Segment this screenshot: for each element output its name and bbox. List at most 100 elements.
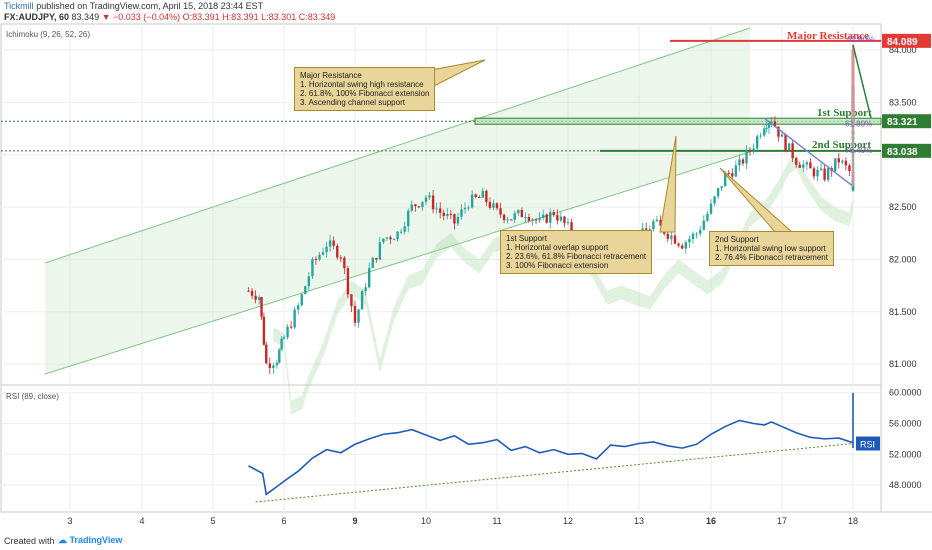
candle-body — [767, 123, 771, 128]
candle-body — [688, 239, 691, 243]
price-tag-box — [882, 143, 931, 158]
tradingview-logo[interactable]: ☁ TradingView — [58, 535, 122, 546]
ichimoku-label: Ichimoku (9, 26, 52, 26) — [6, 30, 90, 39]
candle-body — [403, 226, 406, 232]
candle-body — [378, 242, 382, 260]
candle-body — [289, 326, 293, 328]
second-support-note: 2nd Support 1. Horizontal swing low supp… — [709, 231, 834, 266]
price-change: −0.033 (−0.04%) — [113, 12, 181, 22]
major-resistance-note: Major Resistance 1. Horizontal swing hig… — [294, 67, 436, 111]
candle-body — [417, 206, 421, 208]
down-arrow-icon: ▼ — [101, 12, 111, 22]
candle-body — [328, 240, 332, 247]
rsi-trendline — [255, 442, 854, 503]
candle-body — [332, 240, 335, 246]
candle-body — [321, 252, 325, 255]
candle-body — [834, 158, 837, 172]
candle-body — [552, 212, 555, 216]
candle-body — [375, 257, 378, 260]
candle-body — [260, 297, 263, 317]
candle-body — [765, 127, 768, 129]
candle-body — [364, 287, 367, 292]
time-tick-label: 11 — [492, 516, 501, 526]
candle-body — [545, 214, 548, 223]
candle-body — [763, 128, 766, 136]
candle-body — [809, 162, 812, 169]
candle-body — [300, 294, 303, 306]
candle-body — [566, 222, 570, 224]
candle-body — [371, 257, 374, 268]
price-pane[interactable] — [0, 23, 882, 386]
chart-canvas[interactable]: Major Resistance 1st Support 2nd Support 6… — [0, 0, 932, 533]
candle-body — [738, 159, 741, 166]
fib-618-mid-label: 61.80% — [845, 120, 872, 129]
rsi-label: RSI (89, close) — [6, 392, 59, 401]
candle-body — [659, 219, 662, 226]
candle-body — [506, 219, 509, 221]
price-tag-box — [882, 33, 931, 48]
candle-body — [360, 291, 364, 310]
candle-body — [368, 267, 371, 288]
candle-body — [262, 316, 266, 345]
rsi-pane[interactable] — [0, 384, 882, 513]
rsi-tick-label: 56.0000 — [889, 418, 922, 428]
candle-body — [399, 231, 403, 233]
candle-body — [268, 363, 271, 368]
publisher-name[interactable]: Tickmill — [4, 1, 34, 11]
candle-body — [280, 338, 283, 350]
candle-body — [463, 207, 467, 210]
candle-body — [318, 254, 321, 260]
candle-body — [492, 203, 495, 208]
candle-body — [265, 344, 268, 364]
cloud-icon: ☁ — [58, 535, 67, 545]
candle-body — [247, 290, 250, 292]
candle-body — [520, 209, 524, 218]
time-tick-label: 12 — [563, 516, 573, 526]
candle-body — [389, 237, 392, 240]
candle-body — [350, 294, 353, 306]
rsi-tick-label: 60.0000 — [889, 388, 922, 398]
candle-body — [392, 239, 396, 241]
candle-body — [691, 233, 695, 240]
price-tick-label: 82.500 — [889, 202, 917, 212]
candle-body — [304, 286, 307, 295]
symbol-label[interactable]: FX:AUDJPY, 60 — [4, 12, 70, 22]
candle-body — [748, 149, 752, 151]
candle-body — [502, 214, 506, 221]
candle-body — [517, 209, 520, 214]
candle-body — [670, 235, 673, 239]
price-tag-box — [882, 114, 931, 129]
time-axis: 3 4 5 6 9 10 11 12 13 16 17 18 — [67, 516, 858, 526]
rsi-tick-label: 52.0000 — [889, 449, 922, 459]
candle-body — [531, 219, 534, 221]
candle-body — [706, 213, 709, 221]
candle-body — [848, 165, 851, 172]
candle-body — [510, 219, 513, 221]
footer: Created with ☁ TradingView — [0, 533, 932, 550]
candle-body — [777, 126, 780, 137]
candle-body — [559, 216, 563, 221]
candle-body — [407, 210, 410, 227]
candle-body — [731, 173, 734, 177]
candle-body — [435, 208, 438, 210]
candle-body — [314, 258, 318, 260]
candle-body — [307, 276, 311, 287]
time-tick-label: 13 — [634, 516, 644, 526]
time-tick-label: 18 — [848, 516, 858, 526]
candle-body — [424, 197, 428, 202]
candle-body — [446, 213, 449, 217]
publish-line: Tickmill published on TradingView.com, A… — [4, 1, 263, 11]
price-tag-value: 83.038 — [887, 147, 918, 158]
candle-body — [745, 149, 748, 164]
candle-body — [460, 209, 463, 217]
support-resistance-levels: Major Resistance 1st Support 2nd Support — [1, 30, 882, 152]
created-with-text: Created with — [4, 536, 55, 546]
candle-body — [684, 242, 687, 249]
candle-body — [485, 190, 488, 202]
rsi-tag-box — [856, 436, 880, 451]
candle-body — [837, 158, 840, 163]
time-tick-label: 10 — [421, 516, 431, 526]
fib-764-label: 76.40% — [845, 146, 872, 155]
candle-body — [343, 257, 346, 269]
candle-body — [727, 172, 730, 174]
